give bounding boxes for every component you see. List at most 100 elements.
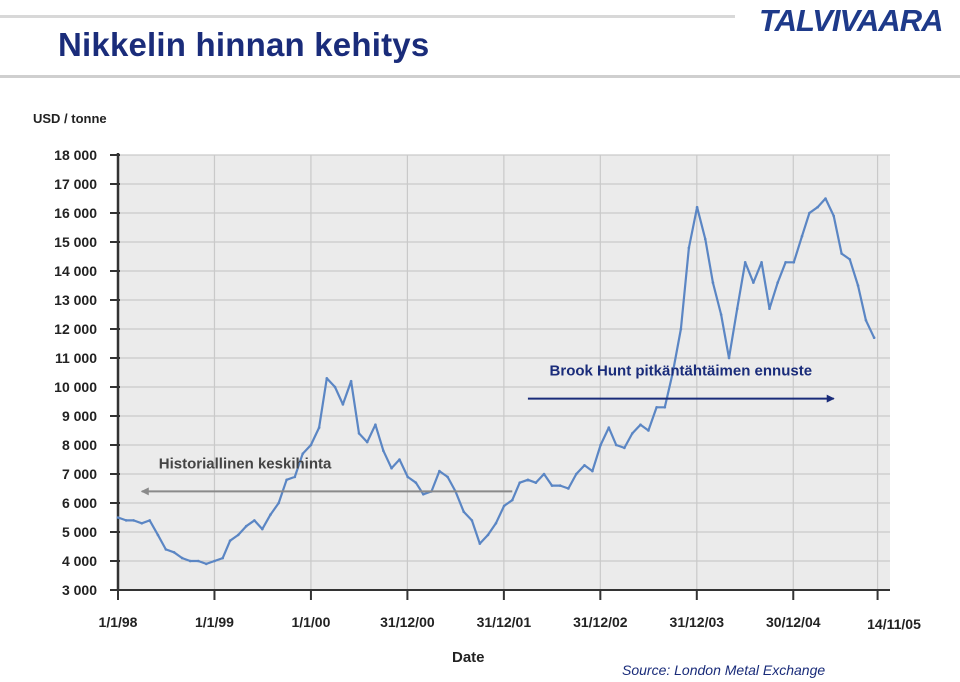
price-point bbox=[607, 426, 611, 429]
grid-lines bbox=[117, 154, 890, 591]
price-point bbox=[760, 261, 763, 264]
y-tick-label: 8 000 bbox=[62, 437, 97, 453]
price-point bbox=[116, 516, 120, 519]
price-point bbox=[365, 440, 369, 444]
price-point bbox=[221, 556, 224, 560]
price-point bbox=[752, 281, 755, 284]
price-point bbox=[703, 237, 707, 241]
price-point bbox=[824, 197, 827, 200]
price-point bbox=[213, 559, 216, 563]
price-point bbox=[317, 426, 321, 429]
price-point bbox=[599, 443, 602, 447]
price-point bbox=[341, 403, 345, 406]
price-point bbox=[253, 519, 256, 522]
historical-average-label: Historiallinen keskihinta bbox=[159, 455, 332, 472]
price-point bbox=[486, 533, 490, 537]
price-point bbox=[808, 211, 811, 215]
price-point bbox=[832, 214, 836, 218]
price-point bbox=[406, 475, 409, 479]
price-point bbox=[140, 522, 144, 525]
y-tick-label: 10 000 bbox=[54, 379, 97, 395]
x-tick-label: 31/12/01 bbox=[477, 614, 532, 630]
x-axis-title: Date bbox=[452, 649, 485, 666]
price-point bbox=[325, 377, 329, 380]
x-axis: 1/1/98 1/1/99 1/1/00 31/12/00 31/12/01 31/12/… bbox=[99, 589, 921, 632]
price-point bbox=[792, 261, 796, 264]
price-point bbox=[727, 356, 731, 360]
x-tick-label: 30/12/04 bbox=[766, 614, 821, 630]
price-point bbox=[164, 548, 168, 551]
price-point bbox=[357, 432, 361, 435]
x-tick-label: 31/12/00 bbox=[380, 614, 435, 630]
price-point bbox=[277, 501, 280, 505]
y-tick-label: 7 000 bbox=[62, 466, 97, 482]
price-point bbox=[743, 261, 747, 264]
y-tick-label: 5 000 bbox=[62, 524, 97, 540]
price-point bbox=[735, 307, 739, 311]
price-point bbox=[679, 327, 683, 331]
price-point bbox=[228, 539, 232, 542]
x-tick-label: 1/1/00 bbox=[291, 614, 330, 630]
price-point bbox=[382, 449, 385, 453]
price-point bbox=[591, 469, 594, 473]
series-group bbox=[116, 197, 876, 566]
price-point bbox=[558, 484, 562, 487]
price-point bbox=[856, 284, 860, 287]
price-point bbox=[655, 406, 658, 409]
price-point bbox=[800, 234, 804, 238]
price-point bbox=[309, 443, 313, 447]
price-point bbox=[848, 258, 852, 261]
price-point bbox=[542, 472, 546, 476]
price-point bbox=[188, 559, 192, 563]
y-tick-label: 17 000 bbox=[54, 176, 97, 192]
price-point bbox=[132, 519, 135, 522]
price-point bbox=[462, 510, 465, 513]
price-point bbox=[148, 519, 152, 522]
price-point bbox=[269, 513, 272, 516]
x-tick-label: 1/1/99 bbox=[195, 614, 234, 630]
price-point bbox=[398, 458, 401, 461]
y-tick-label: 13 000 bbox=[54, 292, 97, 308]
price-point bbox=[647, 429, 650, 432]
price-point bbox=[639, 423, 642, 427]
price-point bbox=[550, 484, 554, 487]
forecast-label: Brook Hunt pitkäntähtäimen ennuste bbox=[550, 363, 813, 380]
price-point bbox=[502, 504, 506, 508]
y-tick-label: 18 000 bbox=[54, 147, 97, 163]
page-title: Nikkelin hinnan kehitys bbox=[58, 26, 430, 63]
price-point bbox=[695, 205, 699, 209]
x-tick-label: 31/12/02 bbox=[573, 614, 628, 630]
price-point bbox=[872, 336, 876, 340]
y-tick-label: 4 000 bbox=[62, 553, 97, 569]
price-point bbox=[414, 481, 418, 485]
annotations-group: Brook Hunt pitkäntähtäimen ennuste Histor… bbox=[140, 363, 835, 496]
y-tick-label: 15 000 bbox=[54, 234, 97, 250]
price-point bbox=[583, 464, 586, 467]
price-point bbox=[784, 261, 787, 264]
price-point bbox=[204, 562, 208, 566]
y-tick-label: 3 000 bbox=[62, 582, 97, 598]
price-point bbox=[285, 478, 288, 482]
x-tick-label: 1/1/98 bbox=[99, 614, 138, 630]
price-point bbox=[719, 313, 723, 316]
price-point bbox=[478, 542, 482, 545]
x-tick-label: 14/11/05 bbox=[867, 616, 921, 632]
price-point bbox=[663, 406, 667, 409]
price-point bbox=[864, 319, 868, 322]
price-point bbox=[840, 252, 843, 255]
price-point bbox=[156, 533, 160, 537]
y-axis-unit-label: USD / tonne bbox=[33, 111, 107, 126]
y-tick-label: 12 000 bbox=[54, 321, 97, 337]
price-point bbox=[301, 452, 305, 456]
y-tick-label: 11 000 bbox=[55, 350, 97, 366]
price-point bbox=[511, 498, 514, 502]
x-tick-label: 31/12/03 bbox=[670, 614, 725, 630]
price-point bbox=[518, 481, 522, 485]
price-point bbox=[261, 527, 264, 531]
price-point bbox=[244, 524, 248, 528]
price-point bbox=[687, 246, 691, 250]
price-point bbox=[768, 307, 771, 311]
y-tick-label: 16 000 bbox=[54, 205, 97, 221]
price-point bbox=[631, 432, 634, 435]
price-point bbox=[349, 379, 353, 383]
